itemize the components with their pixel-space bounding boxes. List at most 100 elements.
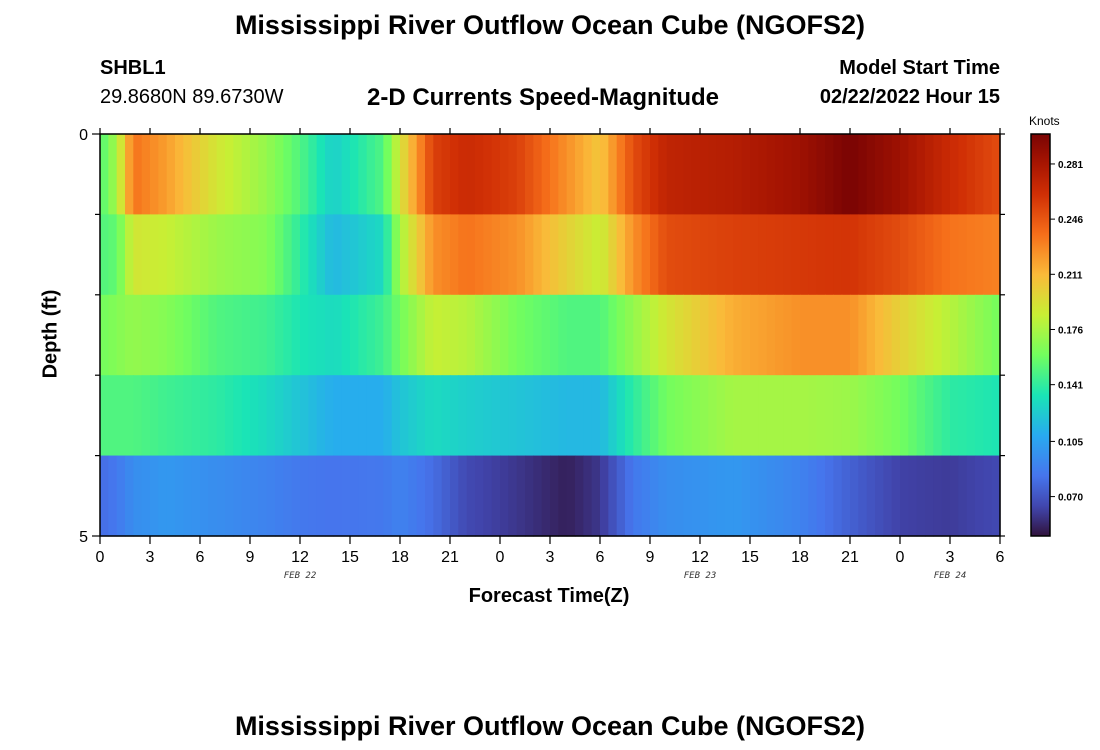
- heatmap-cell: [725, 294, 734, 376]
- heatmap-cell: [350, 375, 359, 457]
- heatmap-cell: [983, 294, 993, 376]
- heatmap-cell: [183, 214, 193, 296]
- x-tick-label: 0: [896, 549, 905, 566]
- heatmap-cell: [991, 134, 1001, 215]
- heatmap-cell: [583, 375, 593, 457]
- heatmap-cell: [633, 214, 643, 296]
- heatmap-cell: [825, 214, 834, 296]
- heatmap-cell: [533, 455, 543, 537]
- heatmap-cell: [700, 294, 709, 376]
- heatmap-cell: [616, 455, 626, 537]
- station-coordinates: 29.8680N 89.6730W: [100, 86, 284, 108]
- heatmap-cell: [383, 294, 393, 376]
- heatmap-cell: [333, 294, 343, 376]
- heatmap-cell: [350, 134, 359, 215]
- heatmap-cell: [816, 375, 826, 457]
- heatmap-cell: [875, 134, 884, 215]
- heatmap-cell: [500, 455, 509, 537]
- heatmap-cell: [833, 375, 843, 457]
- heatmap-cell: [250, 455, 259, 537]
- heatmap-cell: [908, 214, 918, 296]
- heatmap-cell: [675, 455, 684, 537]
- heatmap-cell: [125, 134, 134, 215]
- heatmap-cell: [866, 375, 876, 457]
- heatmap-cell: [908, 455, 918, 537]
- heatmap-cell: [241, 375, 251, 457]
- heatmap-cell: [550, 294, 559, 376]
- heatmap-cell: [266, 455, 276, 537]
- heatmap-cell: [325, 214, 334, 296]
- model-start-value: 02/22/2022 Hour 15: [819, 86, 1000, 108]
- heatmap-cell: [558, 214, 568, 296]
- heatmap-cell: [216, 134, 226, 215]
- heatmap-cell: [416, 375, 426, 457]
- heatmap-cell: [533, 214, 543, 296]
- station-id: SHBL1: [100, 57, 166, 79]
- heatmap-cell: [258, 375, 268, 457]
- heatmap-cell: [466, 134, 476, 215]
- heatmap-cell: [250, 375, 259, 457]
- heatmap-cell: [900, 214, 909, 296]
- heatmap-cell: [416, 455, 426, 537]
- heatmap-cell: [375, 214, 384, 296]
- heatmap-cell: [200, 375, 209, 457]
- heatmap-cell: [300, 294, 309, 376]
- heatmap-cell: [775, 134, 784, 215]
- heatmap-cell: [275, 134, 284, 215]
- heatmap-cell: [241, 455, 251, 537]
- heatmap-cell: [150, 375, 159, 457]
- heatmap-cell: [516, 455, 526, 537]
- heatmap-cell: [916, 214, 926, 296]
- heatmap-cell: [283, 455, 293, 537]
- heatmap-cell: [825, 294, 834, 376]
- heatmap-cell: [175, 294, 184, 376]
- heatmap-cell: [741, 134, 751, 215]
- heatmap-cell: [375, 134, 384, 215]
- heatmap-cell: [291, 455, 301, 537]
- heatmap-cell: [141, 134, 151, 215]
- x-tick-label: 6: [196, 549, 205, 566]
- heatmap-cell: [366, 375, 376, 457]
- heatmap-cell: [716, 294, 726, 376]
- heatmap-cell: [100, 455, 109, 537]
- heatmap-cell: [291, 294, 301, 376]
- heatmap-cell: [400, 134, 409, 215]
- heatmap-cell: [950, 294, 959, 376]
- heatmap-cell: [300, 375, 309, 457]
- heatmap-cell: [566, 375, 576, 457]
- colorbar-tick-label: 0.070: [1058, 493, 1083, 504]
- heatmap-cell: [775, 455, 784, 537]
- heatmap-cell: [991, 214, 1001, 296]
- heatmap-cell: [541, 134, 551, 215]
- y-tick-label: 5: [79, 529, 88, 546]
- x-tick-label: 3: [946, 549, 955, 566]
- heatmap-cell: [800, 214, 809, 296]
- heatmap-cell: [783, 134, 793, 215]
- x-tick-label: 9: [246, 549, 255, 566]
- page-title: Mississippi River Outflow Ocean Cube (NG…: [234, 10, 866, 40]
- heatmap-cell: [458, 134, 468, 215]
- heatmap-cell: [433, 375, 443, 457]
- heatmap-cell: [466, 455, 476, 537]
- x-tick-label: 15: [341, 549, 359, 566]
- heatmap-cell: [533, 375, 543, 457]
- heatmap-cell: [775, 375, 784, 457]
- heatmap-cell: [850, 375, 859, 457]
- heatmap-cell: [450, 455, 459, 537]
- heatmap-cell: [341, 294, 351, 376]
- heatmap-cell: [841, 375, 851, 457]
- heatmap-cell: [966, 294, 976, 376]
- heatmap-cell: [975, 455, 984, 537]
- x-tick-label: 21: [441, 549, 459, 566]
- heatmap-cell: [516, 375, 526, 457]
- heatmap-cell: [900, 134, 909, 215]
- heatmap-cell: [425, 134, 434, 215]
- heatmap-cell: [300, 214, 309, 296]
- heatmap-cell: [641, 455, 651, 537]
- heatmap-cell: [500, 375, 509, 457]
- heatmap-cell: [758, 455, 768, 537]
- heatmap-cell: [925, 455, 934, 537]
- heatmap-cell: [975, 134, 984, 215]
- heatmap-cell: [375, 294, 384, 376]
- heatmap-cell: [258, 214, 268, 296]
